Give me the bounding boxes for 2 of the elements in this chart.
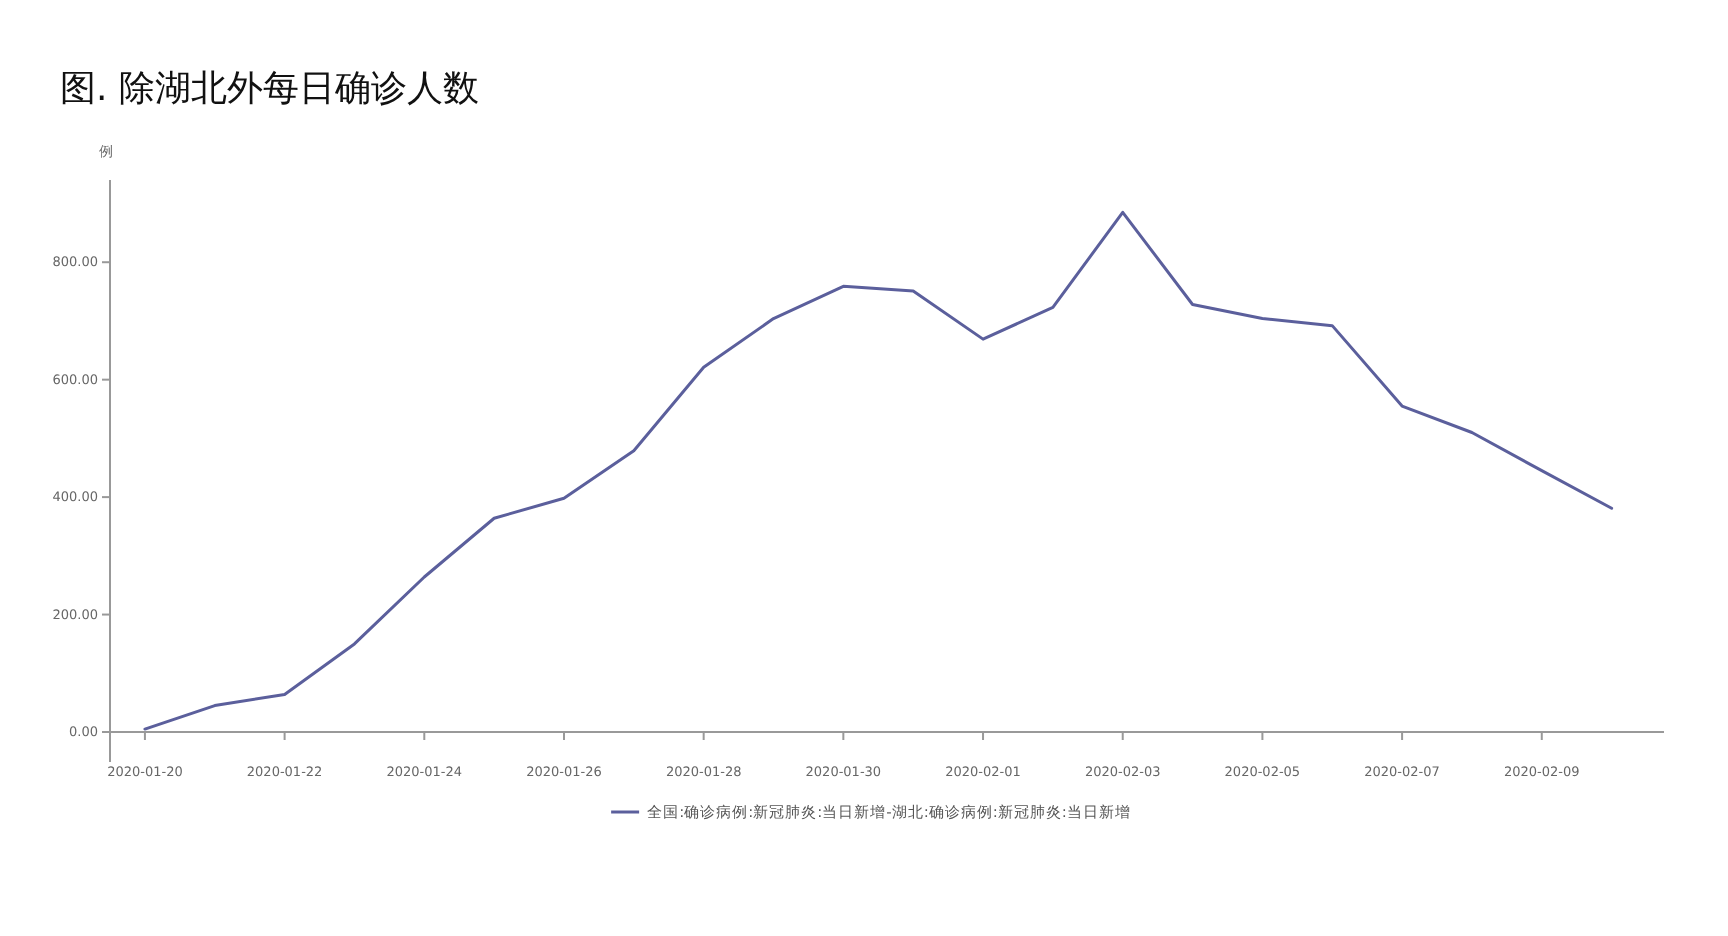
line-series (143, 210, 1614, 731)
chart-title: 图. 除湖北外每日确诊人数 (60, 68, 479, 110)
